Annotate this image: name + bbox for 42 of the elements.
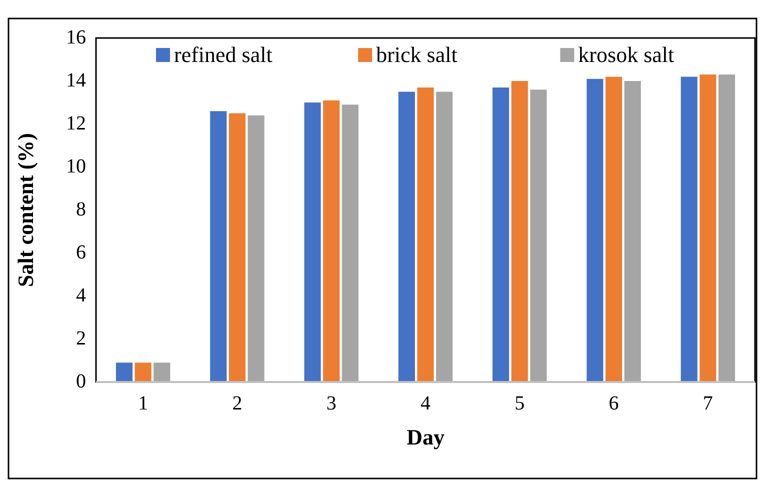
bar [342, 104, 358, 382]
bar [398, 92, 415, 382]
bar [680, 76, 698, 382]
bar [228, 113, 246, 382]
bar [718, 74, 736, 382]
legend-label: krosok salt [578, 42, 674, 67]
bar [606, 76, 622, 382]
bar [624, 81, 641, 382]
y-tick-label: 8 [76, 198, 86, 220]
x-tick-label: 1 [138, 392, 148, 414]
y-tick-label: 10 [66, 155, 86, 178]
x-tick-label: 2 [232, 392, 242, 414]
bar [248, 115, 264, 382]
legend-label: refined salt [174, 42, 272, 67]
bar [586, 78, 604, 382]
bar [210, 111, 227, 382]
bar [116, 362, 133, 382]
x-axis-title: Day [406, 424, 444, 450]
bar [530, 90, 547, 382]
y-tick-label: 16 [66, 26, 86, 48]
x-tick-label: 7 [702, 392, 713, 414]
y-tick-label: 0 [76, 370, 86, 392]
x-tick-label: 5 [514, 392, 525, 414]
y-tick-label: 14 [66, 69, 86, 92]
bar [323, 100, 340, 382]
y-tick-label: 12 [66, 112, 86, 134]
y-axis-title: Salt content (%) [12, 133, 38, 287]
bar [154, 362, 170, 382]
bar [700, 74, 716, 382]
bar [417, 87, 434, 382]
bar [134, 362, 152, 382]
x-tick-label: 3 [326, 392, 336, 414]
bar [492, 87, 510, 382]
bar [436, 92, 453, 382]
y-tick-label: 4 [76, 284, 86, 306]
y-tick-label: 2 [76, 327, 86, 350]
legend-label: brick salt [376, 42, 458, 67]
y-tick-label: 6 [76, 241, 86, 264]
bar [511, 81, 528, 382]
x-tick-label: 4 [420, 392, 430, 414]
bar [304, 102, 321, 382]
x-tick-label: 6 [608, 392, 619, 414]
